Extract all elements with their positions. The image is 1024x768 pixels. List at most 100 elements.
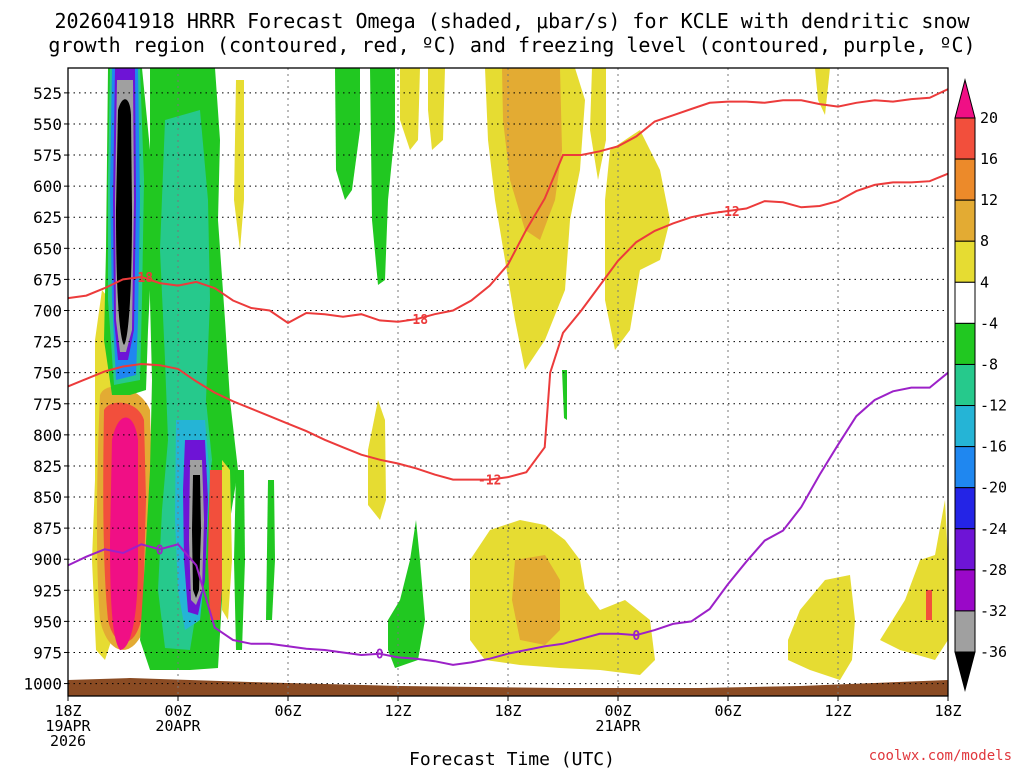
y-tick-label-11: 800 xyxy=(33,426,62,445)
omega-pos-small-yellow xyxy=(222,460,232,620)
colorbar-box-11 xyxy=(954,569,976,612)
contour-dgz-minus12-label-1: -12 xyxy=(716,205,739,220)
colorbar-label-2: 12 xyxy=(980,191,998,209)
omega-pos-yellow-00z xyxy=(590,68,606,180)
credit-text: coolwx.com/models xyxy=(869,748,1012,764)
colorbar-label-4: 4 xyxy=(980,273,989,291)
omega-pos-yellow-01z xyxy=(605,130,670,350)
omega-neg-green-strip-06z xyxy=(234,470,245,650)
omega-pos-yellow-12z-right xyxy=(788,575,855,680)
colorbar-label-3: 8 xyxy=(980,232,989,250)
omega-pos-yellow-16z-right xyxy=(880,500,948,660)
colorbar-box-5 xyxy=(954,322,976,365)
contour-freezing-level xyxy=(67,371,949,666)
x-tick-label-3-0: 12Z xyxy=(384,702,411,720)
omega-pos-yellow-12z-upper xyxy=(400,68,420,150)
omega-neg-green-20z xyxy=(562,370,567,420)
y-tick-label-16: 925 xyxy=(33,581,62,600)
x-tick-label-6-0: 06Z xyxy=(714,702,741,720)
colorbar-box-7 xyxy=(954,405,976,448)
x-tick-label-1-0: 00Z xyxy=(164,702,191,720)
omega-neg-black-core xyxy=(192,475,201,598)
y-axis: 525 550 575 600 625 650 675 700 725 750 775 800 825 8… xyxy=(23,84,68,694)
omega-pos-core-magenta xyxy=(110,417,138,650)
colorbar-bottom-triangle xyxy=(954,651,976,692)
omega-neg-green-10z xyxy=(335,68,360,200)
colorbar-label-5: -4 xyxy=(980,314,998,332)
colorbar-box-8 xyxy=(954,446,976,489)
colorbar-box-3 xyxy=(954,240,976,283)
colorbar-label-8: -16 xyxy=(980,438,1007,456)
contour-dgz-minus12-label-0: -12 xyxy=(478,474,501,489)
omega-pos-orange-18z-upper xyxy=(502,68,562,240)
omega-pos-yellow-13z xyxy=(428,68,445,150)
contour-freezing-level-label-0: 0 xyxy=(156,543,164,558)
x-tick-label-5-0: 00Z xyxy=(604,702,631,720)
contour-dgz-minus18-label-1: -18 xyxy=(405,313,429,328)
y-tick-label-6: 675 xyxy=(33,270,62,289)
x-axis-label: Forecast Time (UTC) xyxy=(409,749,615,768)
colorbar-label-1: 16 xyxy=(980,150,998,168)
x-tick-label-5-1: 21APR xyxy=(595,717,641,735)
y-tick-label-17: 950 xyxy=(33,612,62,631)
x-tick-label-0-1: 19APR xyxy=(45,717,91,735)
omega-pos-small-orange xyxy=(208,470,225,620)
y-tick-label-5: 650 xyxy=(33,239,62,258)
chart-title-line2: growth region (contoured, red, ºC) and f… xyxy=(48,33,975,57)
contour-lines: -18 -18 -12 -12 0 0 0 xyxy=(67,88,949,666)
omega-pos-yellow-18z-low xyxy=(470,520,655,675)
y-tick-label-19: 1000 xyxy=(23,675,62,694)
colorbar: 20 16 12 8 4 -4 -8 -12 -16 -20 -24 -28 -32 -36 xyxy=(954,78,1007,692)
colorbar-box-1 xyxy=(954,158,976,201)
y-tick-label-2: 575 xyxy=(33,146,62,165)
omega-pos-orange-17z-right xyxy=(926,590,932,620)
colorbar-label-12: -32 xyxy=(980,602,1007,620)
y-tick-label-13: 850 xyxy=(33,488,62,507)
y-tick-label-14: 875 xyxy=(33,519,62,538)
omega-pos-yellow-12z-top xyxy=(815,68,830,115)
omega-neg-green-12z-low xyxy=(388,520,425,668)
y-tick-label-8: 725 xyxy=(33,333,62,352)
x-tick-label-1-1: 20APR xyxy=(155,717,201,735)
y-tick-label-10: 775 xyxy=(33,395,62,414)
omega-neg-core-black xyxy=(116,99,132,346)
x-tick-label-8-0: 18Z xyxy=(934,702,961,720)
colorbar-box-6 xyxy=(954,363,976,407)
y-tick-label-9: 750 xyxy=(33,364,62,383)
colorbar-label-13: -36 xyxy=(980,643,1007,661)
omega-pos-orange-18z-low xyxy=(512,555,560,645)
omega-pos-yellow-06z xyxy=(234,80,244,250)
contour-dgz-minus18-label-0: -18 xyxy=(130,271,154,286)
colorbar-label-9: -20 xyxy=(980,479,1007,497)
contour-freezing-level-label-1: 0 xyxy=(376,648,384,663)
gridlines xyxy=(68,68,948,696)
y-tick-label-15: 900 xyxy=(33,550,62,569)
x-tick-label-4-0: 18Z xyxy=(494,702,521,720)
colorbar-box-12 xyxy=(954,610,976,653)
contour-dgz-minus12 xyxy=(67,172,949,481)
y-tick-label-0: 525 xyxy=(33,84,62,103)
x-tick-label-0-0: 18Z xyxy=(54,702,81,720)
omega-shaded-field xyxy=(92,68,948,680)
chart-title-line1: 2026041918 HRRR Forecast Omega (shaded, … xyxy=(54,9,970,33)
x-tick-label-2-0: 06Z xyxy=(274,702,301,720)
y-tick-label-12: 825 xyxy=(33,457,62,476)
colorbar-top-triangle xyxy=(954,78,976,119)
colorbar-box-2 xyxy=(954,199,976,242)
y-tick-label-18: 975 xyxy=(33,643,62,662)
ground-terrain xyxy=(68,678,948,696)
colorbar-label-6: -8 xyxy=(980,355,998,373)
x-tick-label-0-2: 2026 xyxy=(50,732,86,750)
y-tick-label-7: 700 xyxy=(33,301,62,320)
colorbar-box-4 xyxy=(954,281,976,324)
y-tick-label-4: 625 xyxy=(33,208,62,227)
colorbar-label-7: -12 xyxy=(980,397,1007,415)
colorbar-box-0 xyxy=(954,117,976,160)
omega-neg-green-12z-upper xyxy=(370,68,395,285)
y-tick-label-3: 600 xyxy=(33,177,62,196)
colorbar-box-9 xyxy=(954,487,976,530)
colorbar-label-0: 20 xyxy=(980,109,998,127)
contour-freezing-level-label-2: 0 xyxy=(632,629,640,644)
